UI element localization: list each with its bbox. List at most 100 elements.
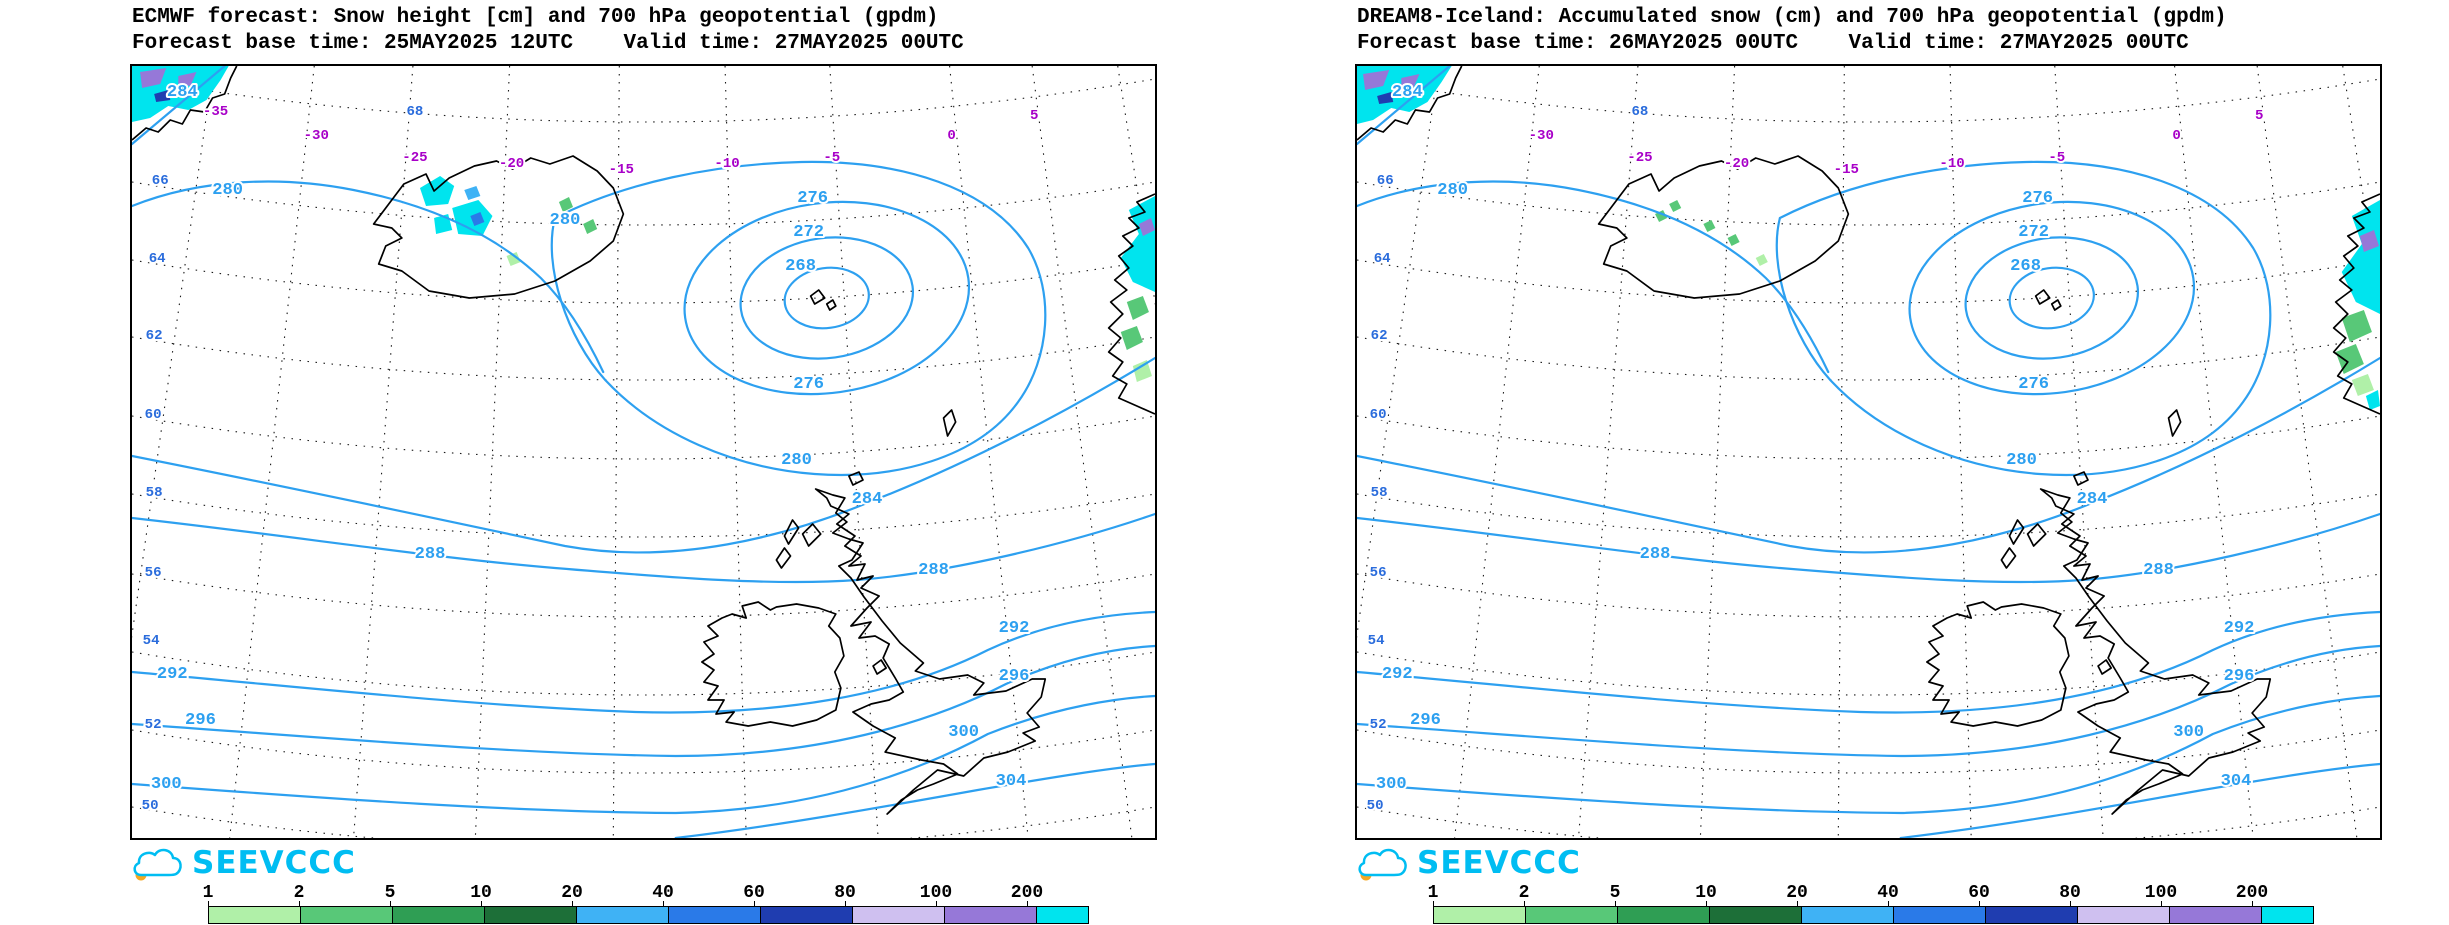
colorbar-tick-label: 10 (1695, 883, 1717, 903)
colorbar-segment (301, 907, 393, 923)
colorbar-tick-label: 80 (834, 883, 856, 903)
colorbar-tick (1433, 901, 1434, 906)
map-label-contour: 296 (2224, 667, 2255, 686)
colorbar-tick (936, 901, 937, 906)
map-label-lon: -15 (1834, 162, 1859, 178)
map-labels-layer: 284 280 276 272 268 276 280 284 288 288 292 292 296 2… (1365, 81, 2266, 816)
colorbar-tick (1027, 901, 1028, 906)
cloud-logo-icon (133, 848, 182, 882)
map-label-contour: 280 (212, 181, 243, 200)
map-label-lon: -35 (203, 104, 228, 120)
coastline-layer (132, 66, 1155, 815)
colorbar-segment (209, 907, 301, 923)
map-label-contour: 288 (918, 561, 949, 580)
map-ecmwf: 284 280 280 276 272 268 276 280 284 288 288 292 292 2… (130, 64, 1157, 840)
colorbar-segment (669, 907, 761, 923)
coastline-layer (1357, 66, 2380, 815)
map-label-contour: 280 (781, 451, 812, 470)
colorbar-tick-label: 1 (202, 883, 214, 903)
map-label-contour: 300 (151, 775, 182, 794)
colorbar-segment (945, 907, 1037, 923)
map-label-lat: 50 (1367, 798, 1384, 814)
map-label-contour: 292 (157, 665, 188, 684)
map-label-contour: 288 (415, 545, 446, 564)
colorbar-segment (2170, 907, 2262, 923)
map-label-contour: 272 (2018, 223, 2049, 242)
colorbar-tick-label: 1 (1427, 883, 1439, 903)
snow-colorbar: 1 2 5 10 20 40 60 80 100 200 (1428, 883, 2314, 924)
colorbar-segment (1894, 907, 1986, 923)
colorbar-tick (2070, 901, 2071, 906)
map-label-lon: 0 (2172, 128, 2180, 144)
snow-layer (1357, 66, 2380, 410)
map-label-contour: 296 (999, 667, 1030, 686)
colorbar-segment (1618, 907, 1710, 923)
map-label-lat: 64 (1374, 251, 1391, 267)
map-canvas-ecmwf: 284 280 280 276 272 268 276 280 284 288 288 292 292 2… (132, 66, 1155, 838)
colorbar-bar (1433, 906, 2314, 924)
geopotential-contours-layer (132, 66, 1155, 838)
logo-text: SEEVCCC (192, 845, 356, 881)
map-label-contour: 284 (2077, 490, 2108, 509)
forecast-panel-ecmwf: ECMWF forecast: Snow height [cm] and 700… (0, 0, 1224, 925)
map-label-lon: 0 (947, 128, 955, 144)
map-label-lat: 56 (145, 565, 162, 581)
map-label-lon: -10 (1939, 156, 1964, 172)
colorbar-tick (845, 901, 846, 906)
map-label-lon: -25 (402, 150, 427, 166)
map-label-lon: -20 (1724, 156, 1749, 172)
panel-title: ECMWF forecast: Snow height [cm] and 700… (132, 6, 939, 29)
colorbar-tick-label: 80 (2059, 883, 2081, 903)
map-label-lat: 58 (146, 485, 163, 501)
colorbar-tick-label: 200 (1010, 883, 1044, 903)
map-label-contour: 292 (1382, 665, 1413, 684)
map-label-contour: 296 (1410, 711, 1441, 730)
map-label-contour: 288 (1640, 545, 1671, 564)
colorbar-segment (761, 907, 853, 923)
map-canvas-dream8: 284 280 276 272 268 276 280 284 288 288 292 292 296 2… (1357, 66, 2380, 838)
colorbar-tick (1524, 901, 1525, 906)
map-label-lat: 60 (1370, 407, 1387, 423)
colorbar-tick (663, 901, 664, 906)
map-label-lon: -15 (609, 162, 634, 178)
map-label-lat: 52 (1370, 717, 1387, 733)
map-label-lat: 64 (149, 251, 166, 267)
map-label-contour: 292 (2224, 619, 2255, 638)
map-label-contour: 300 (2173, 723, 2204, 742)
map-label-lat: 52 (145, 717, 162, 733)
map-label-lon: 5 (1030, 108, 1038, 124)
colorbar-tick-label: 5 (384, 883, 396, 903)
map-labels-layer: 284 280 280 276 272 268 276 280 284 288 288 292 292 2… (140, 81, 1041, 816)
colorbar-tick-label: 100 (919, 883, 953, 903)
colorbar-tick-label: 20 (561, 883, 583, 903)
colorbar-segment (2262, 907, 2313, 923)
colorbar-tick-label: 60 (1968, 883, 1990, 903)
map-label-contour: 276 (797, 189, 828, 208)
colorbar-tick-label: 20 (1786, 883, 1808, 903)
map-label-contour: 292 (999, 619, 1030, 638)
map-label-lat: 50 (142, 798, 159, 814)
colorbar-tick-label: 100 (2144, 883, 2178, 903)
map-label-contour: 280 (2006, 451, 2037, 470)
colorbar-tick (1615, 901, 1616, 906)
colorbar-tick-label: 40 (652, 883, 674, 903)
map-label-contour: 280 (1437, 181, 1468, 200)
map-label-contour: 288 (2143, 561, 2174, 580)
map-label-lon: -5 (2048, 150, 2065, 166)
colorbar-segment (1710, 907, 1802, 923)
panel-subtitle: Forecast base time: 25MAY2025 12UTC Vali… (132, 32, 964, 55)
colorbar-segment (1526, 907, 1618, 923)
colorbar-segment (485, 907, 577, 923)
map-label-lon: -30 (1529, 128, 1554, 144)
colorbar-segment (1802, 907, 1894, 923)
map-label-lon: -30 (304, 128, 329, 144)
map-label-contour: 272 (793, 223, 824, 242)
map-label-lon: -20 (499, 156, 524, 172)
map-label-lat: 58 (1371, 485, 1388, 501)
cloud-logo-icon (1358, 848, 1407, 882)
snow-layer (132, 66, 1155, 382)
panel-title: DREAM8-Iceland: Accumulated snow (cm) an… (1357, 6, 2227, 29)
map-label-lat: 54 (143, 633, 160, 649)
colorbar-tick (208, 901, 209, 906)
map-label-contour: 284 (852, 490, 883, 509)
